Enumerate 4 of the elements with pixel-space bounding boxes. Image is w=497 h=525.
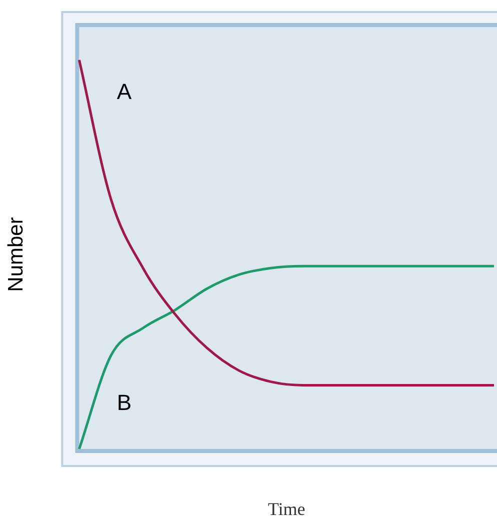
series-label: A — [116, 79, 132, 104]
y-axis-title: Number — [4, 217, 28, 292]
series-label: B — [116, 390, 132, 416]
x-axis-title: Time — [268, 498, 306, 519]
